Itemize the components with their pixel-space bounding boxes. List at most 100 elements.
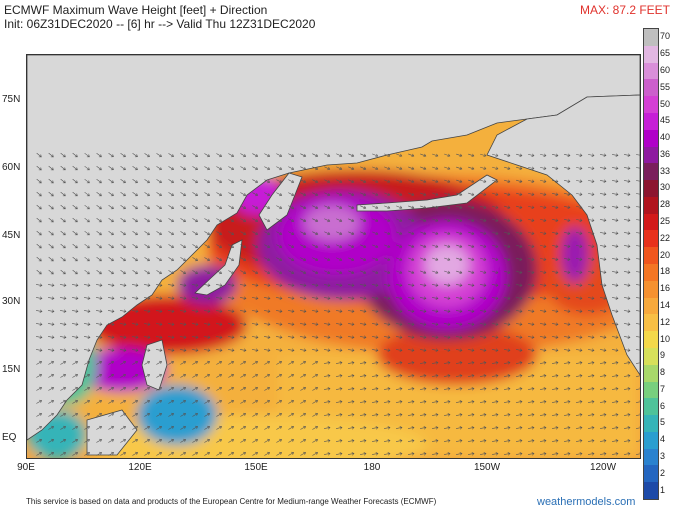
direction-arrow: [336, 270, 343, 275]
direction-arrow: [492, 257, 499, 262]
direction-arrow: [84, 256, 90, 262]
direction-arrow: [515, 400, 523, 404]
direction-arrow: [635, 244, 640, 248]
direction-arrow: [264, 412, 271, 417]
direction-arrow: [576, 257, 583, 261]
direction-arrow: [455, 335, 463, 339]
direction-arrow: [216, 179, 223, 184]
legend-label: 2: [660, 467, 666, 478]
direction-arrow: [168, 218, 174, 223]
direction-arrow: [527, 426, 535, 430]
direction-arrow: [408, 166, 415, 171]
direction-arrow: [179, 322, 187, 326]
direction-arrow: [575, 413, 583, 417]
direction-arrow: [408, 153, 415, 158]
direction-arrow: [192, 192, 198, 197]
direction-arrow: [84, 178, 90, 184]
legend-label: 1: [660, 484, 666, 495]
direction-arrow: [215, 296, 223, 300]
direction-arrow: [371, 361, 379, 365]
direction-arrow: [407, 413, 415, 417]
direction-arrow: [432, 153, 439, 158]
direction-arrow: [419, 413, 427, 417]
direction-arrow: [396, 270, 403, 275]
direction-arrow: [84, 191, 90, 197]
direction-arrow: [455, 283, 463, 287]
direction-arrow: [36, 451, 43, 456]
direction-arrow: [83, 283, 91, 287]
direction-arrow: [191, 309, 199, 313]
direction-arrow: [132, 244, 138, 249]
direction-arrow: [251, 335, 259, 339]
direction-arrow: [168, 244, 174, 249]
direction-arrow: [252, 231, 259, 236]
direction-arrow: [336, 166, 343, 171]
direction-arrow: [131, 322, 139, 326]
legend-label: 16: [660, 283, 671, 294]
direction-arrow: [563, 413, 571, 417]
direction-arrow: [540, 205, 547, 209]
direction-arrow: [467, 322, 475, 326]
direction-arrow: [300, 244, 307, 249]
direction-arrow: [155, 296, 163, 300]
direction-arrow: [347, 309, 355, 313]
direction-arrow: [563, 322, 571, 326]
direction-arrow: [96, 373, 103, 378]
legend-swatch: [644, 163, 658, 181]
direction-arrow: [479, 400, 487, 404]
direction-arrow: [107, 296, 115, 300]
direction-arrow: [300, 166, 307, 171]
direction-arrow: [240, 153, 247, 158]
direction-arrow: [479, 322, 487, 326]
direction-arrow: [575, 452, 583, 456]
direction-arrow: [635, 335, 640, 339]
direction-arrow: [611, 439, 619, 443]
direction-arrow: [384, 218, 391, 223]
direction-arrow: [491, 413, 499, 417]
direction-arrow: [216, 257, 223, 262]
direction-arrow: [276, 399, 283, 404]
direction-arrow: [215, 322, 223, 326]
direction-arrow: [407, 439, 415, 443]
direction-arrow: [276, 425, 283, 430]
direction-arrow: [96, 425, 103, 430]
direction-arrow: [371, 374, 379, 378]
direction-arrow: [108, 192, 114, 197]
direction-arrow: [539, 322, 547, 326]
direction-arrow: [264, 360, 271, 365]
direction-arrow: [48, 438, 55, 443]
direction-arrow: [395, 309, 403, 313]
direction-arrow: [251, 309, 259, 313]
direction-arrow: [611, 218, 619, 222]
direction-arrow: [384, 166, 391, 171]
direction-arrow: [599, 322, 607, 326]
direction-arrow: [228, 451, 235, 456]
direction-arrow: [348, 244, 355, 249]
direction-arrow: [156, 153, 162, 158]
direction-arrow: [107, 335, 115, 339]
direction-arrow: [228, 179, 235, 184]
direction-arrow: [156, 244, 162, 249]
direction-arrow: [264, 270, 271, 275]
direction-arrow: [300, 412, 307, 417]
direction-arrow: [35, 296, 43, 300]
direction-arrow: [480, 179, 487, 184]
direction-arrow: [60, 256, 66, 262]
direction-arrow: [467, 426, 475, 430]
direction-arrow: [528, 153, 535, 157]
direction-arrow: [503, 361, 511, 365]
direction-arrow: [623, 205, 631, 209]
direction-arrow: [528, 231, 535, 235]
direction-arrow: [504, 270, 511, 274]
direction-arrow: [288, 373, 295, 378]
direction-arrow: [312, 373, 319, 378]
legend-label: 65: [660, 48, 671, 59]
direction-arrow: [371, 335, 379, 339]
direction-arrow: [95, 309, 103, 313]
direction-arrow: [395, 296, 403, 300]
direction-arrow: [359, 374, 367, 378]
direction-arrow: [576, 179, 583, 183]
direction-arrow: [144, 399, 151, 404]
direction-arrow: [564, 244, 571, 248]
direction-arrow: [216, 192, 223, 197]
